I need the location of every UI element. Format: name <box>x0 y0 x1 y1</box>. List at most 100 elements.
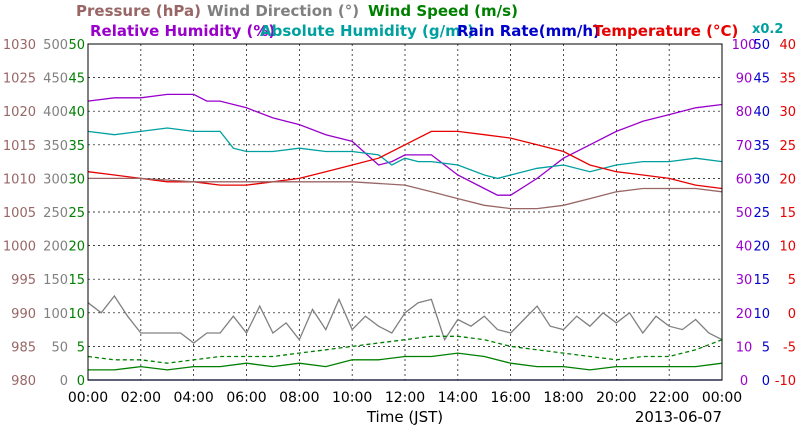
date-label: 2013-06-07 <box>635 408 722 426</box>
legend-rain-rate: Rain Rate(mm/h) <box>457 22 600 40</box>
rain-tick-label: 20 <box>753 240 770 255</box>
wind-speed-tick-label: 45 <box>68 72 85 87</box>
wind-speed-tick-label: 35 <box>68 139 85 154</box>
wind-direction-tick-label: 0 <box>60 374 68 389</box>
x-tick-label: 12:00 <box>385 390 425 406</box>
wind-direction-tick-label: 300 <box>43 172 68 187</box>
humidity-tick-label: 100 <box>732 38 757 53</box>
temperature-tick-label: 30 <box>779 105 796 120</box>
wind-speed-tick-label: 0 <box>77 374 85 389</box>
pressure-tick-label: 1005 <box>3 206 36 221</box>
humidity-tick-label: 40 <box>736 240 753 255</box>
pressure-tick-label: 1025 <box>3 72 36 87</box>
x-tick-label: 16:00 <box>490 390 530 406</box>
x-tick-label: 18:00 <box>543 390 583 406</box>
wind-speed-tick-label: 5 <box>77 340 85 355</box>
rain-tick-label: 40 <box>753 105 770 120</box>
humidity-tick-label: 80 <box>736 105 753 120</box>
temperature-tick-label: 5 <box>788 273 796 288</box>
rain-tick-label: 25 <box>753 206 770 221</box>
humidity-tick-label: 20 <box>736 307 753 322</box>
x-tick-label: 02:00 <box>121 390 161 406</box>
series-line-wind_speed <box>88 352 723 371</box>
x-tick-label: 00:00 <box>702 390 742 406</box>
legend-wind-direction: Wind Direction (°) <box>207 2 359 20</box>
wind-direction-tick-label: 200 <box>43 240 68 255</box>
pressure-tick-label: 1020 <box>3 105 36 120</box>
series-line-pressure <box>88 177 723 210</box>
humidity-tick-label: 70 <box>736 139 753 154</box>
wind-speed-tick-label: 30 <box>68 172 85 187</box>
rain-tick-label: 0 <box>762 374 770 389</box>
humidity-tick-label: 30 <box>736 273 753 288</box>
humidity-tick-label: 0 <box>740 374 748 389</box>
wind-direction-tick-label: 450 <box>43 72 68 87</box>
right-axes: 1009080706050403020100504540353025201510… <box>732 38 796 389</box>
x-axis: 00:00 02:00 04:00 06:00 08:00 10:00 12:00 14:00… <box>68 390 742 406</box>
rain-tick-label: 50 <box>753 38 770 53</box>
pressure-tick-label: 995 <box>11 273 36 288</box>
rain-tick-label: 30 <box>753 172 770 187</box>
wind-speed-tick-label: 50 <box>68 38 85 53</box>
legend-relative-humidity: Relative Humidity (%) <box>90 22 275 40</box>
x-tick-label: 10:00 <box>332 390 372 406</box>
pressure-tick-label: 985 <box>11 340 36 355</box>
wind-direction-tick-label: 500 <box>43 38 68 53</box>
humidity-tick-label: 50 <box>736 206 753 221</box>
temperature-tick-label: 25 <box>779 139 796 154</box>
humidity-tick-label: 90 <box>736 72 753 87</box>
temperature-tick-label: -10 <box>775 374 796 389</box>
pressure-tick-label: 980 <box>11 374 36 389</box>
humidity-tick-label: 10 <box>736 340 753 355</box>
legend-temperature: Temperature (°C) <box>593 22 738 40</box>
pressure-tick-label: 1000 <box>3 240 36 255</box>
series-group <box>87 93 723 381</box>
x-tick-label: 04:00 <box>173 390 213 406</box>
x-tick-label: 22:00 <box>649 390 689 406</box>
abs-humidity-scale: x0.2 <box>752 22 783 37</box>
legend-pressure: Pressure (hPa) <box>76 2 201 20</box>
x-tick-label: 20:00 <box>596 390 636 406</box>
humidity-tick-label: 60 <box>736 172 753 187</box>
wind-direction-tick-label: 150 <box>43 273 68 288</box>
wind-direction-tick-label: 50 <box>51 340 68 355</box>
temperature-tick-label: 10 <box>779 240 796 255</box>
pressure-tick-label: 990 <box>11 307 36 322</box>
x-tick-label: 00:00 <box>68 390 108 406</box>
rain-tick-label: 15 <box>753 273 770 288</box>
temperature-tick-label: 40 <box>779 38 796 53</box>
rain-tick-label: 5 <box>762 340 770 355</box>
wind-speed-tick-label: 10 <box>68 307 85 322</box>
temperature-tick-label: -5 <box>783 340 796 355</box>
x-tick-label: 14:00 <box>438 390 478 406</box>
wind-speed-tick-label: 15 <box>68 273 85 288</box>
pressure-tick-label: 1010 <box>3 172 36 187</box>
pressure-tick-label: 1030 <box>3 38 36 53</box>
left-axes: 1030102510201015101010051000995990985980… <box>3 38 85 389</box>
x-axis-title: Time (JST) <box>366 408 443 426</box>
x-tick-label: 08:00 <box>279 390 319 406</box>
series-line-humidity <box>87 93 723 196</box>
wind-speed-tick-label: 20 <box>68 240 85 255</box>
temperature-tick-label: 15 <box>779 206 796 221</box>
rain-tick-label: 35 <box>753 139 770 154</box>
pressure-tick-label: 1015 <box>3 139 36 154</box>
plot-frame <box>87 43 723 381</box>
wind-direction-tick-label: 250 <box>43 206 68 221</box>
wind-speed-tick-label: 25 <box>68 206 85 221</box>
series-line-wind_speed <box>87 335 723 364</box>
series-line-humidity <box>87 127 723 180</box>
temperature-tick-label: 35 <box>779 72 796 87</box>
temperature-tick-label: 20 <box>779 172 796 187</box>
x-tick-label: 06:00 <box>226 390 266 406</box>
rain-tick-label: 10 <box>753 307 770 322</box>
wind-direction-tick-label: 350 <box>43 139 68 154</box>
wind-speed-tick-label: 40 <box>68 105 85 120</box>
wind-direction-tick-label: 400 <box>43 105 68 120</box>
wind-direction-tick-label: 100 <box>43 307 68 322</box>
temperature-tick-label: 0 <box>788 307 796 322</box>
rain-tick-label: 45 <box>753 72 770 87</box>
legend-absolute-humidity: Absolute Humidity (g/m³) <box>260 22 474 40</box>
